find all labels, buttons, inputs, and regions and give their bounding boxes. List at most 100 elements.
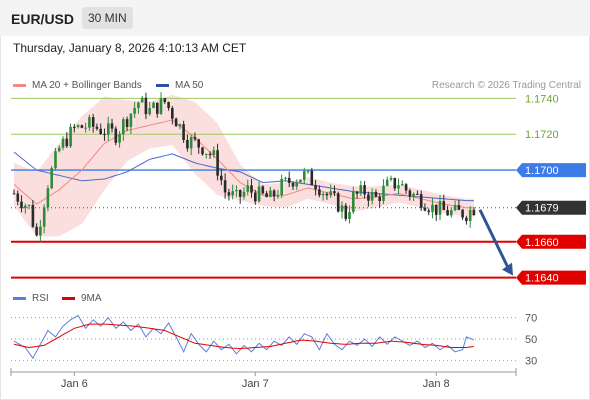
candle-body [261, 186, 265, 194]
candle-body [197, 139, 200, 148]
candle-body [95, 126, 99, 129]
legend-rsi-label: RSI [32, 293, 49, 304]
candle-body [287, 177, 291, 183]
candle-body [450, 210, 453, 216]
rsi-tick-label: 30 [525, 355, 537, 367]
candle-body [336, 193, 340, 212]
candle-body [76, 125, 80, 127]
candle-body [250, 185, 253, 193]
candle-body [220, 175, 223, 181]
candle-body [393, 178, 397, 189]
candle-body [385, 179, 389, 186]
level-tag-bg [516, 200, 586, 215]
candle-body [321, 193, 325, 196]
ma20-swatch [13, 83, 26, 87]
level-tag-bg [516, 234, 586, 249]
candle-body [129, 113, 133, 127]
rsi-9ma-line [13, 323, 474, 350]
candle-body [359, 185, 363, 194]
candle-body [182, 124, 185, 140]
candle-body [374, 192, 378, 197]
credit-text: Research © 2026 Trading Central [431, 80, 581, 91]
forecast-arrow-shaft [478, 209, 510, 269]
candle-body [431, 204, 434, 213]
candle-body [446, 210, 449, 216]
candle-body [438, 201, 442, 215]
x-tick-label: Jan 7 [242, 378, 269, 390]
candle-body [27, 204, 31, 206]
candle-body [348, 212, 351, 219]
candle-body [107, 123, 110, 135]
candle-body [35, 226, 38, 236]
candle-body [99, 128, 102, 134]
candle-body [453, 205, 457, 211]
candle-body [201, 147, 204, 155]
candle-body [208, 153, 212, 156]
candle-body [389, 178, 393, 180]
candles [12, 92, 476, 243]
level-tag-bg [516, 163, 586, 178]
x-tick-label: Jan 8 [423, 378, 450, 390]
candle-body [291, 182, 295, 187]
level-label: 1.1679 [525, 203, 559, 215]
forecast-arrow-head [502, 262, 513, 276]
bollinger-band-area [14, 94, 474, 237]
candle-body [299, 179, 302, 183]
candle-body [401, 184, 404, 186]
candle-body [412, 193, 415, 197]
candle-body [125, 119, 129, 127]
candle-body [231, 191, 234, 196]
candle-body [122, 119, 125, 134]
candle-body [461, 209, 464, 218]
legend-ma20: MA 20 + Bollinger Bands [13, 80, 142, 91]
candle-body [223, 180, 227, 193]
candle-body [397, 185, 400, 189]
candle-body [24, 205, 27, 209]
timestamp: Thursday, January 8, 2026 4:10:13 AM CET [13, 41, 247, 55]
candle-body [378, 196, 381, 201]
candle-body [314, 185, 317, 190]
level-label: 1.1740 [525, 93, 559, 105]
candle-body [103, 134, 106, 135]
rsi-swatch [13, 296, 26, 300]
candle-body [140, 97, 144, 103]
legend-9ma: 9MA [62, 293, 102, 304]
candle-body [238, 190, 242, 197]
candle-body [318, 189, 321, 196]
candle-body [367, 194, 370, 201]
candle-body [340, 205, 344, 212]
candle-body [16, 193, 20, 202]
candle-body [442, 201, 446, 210]
candle-body [205, 153, 208, 155]
candle-body [137, 102, 140, 109]
candle-body [344, 205, 348, 219]
candle-body [352, 191, 355, 213]
candle-body [57, 147, 61, 152]
candle-body [325, 193, 329, 196]
timeframe-badge[interactable]: 30 MIN [82, 7, 133, 29]
candle-body [114, 128, 118, 143]
candle-body [159, 98, 163, 114]
candle-body [156, 102, 159, 114]
candle-body [257, 186, 261, 202]
candle-body [186, 140, 189, 149]
candle-body [61, 138, 65, 148]
candle-body [69, 126, 72, 147]
legend-ma50: MA 50 [156, 80, 203, 91]
candle-body [254, 192, 257, 202]
rsi-line [13, 314, 475, 360]
rsi-tick-label: 50 [525, 334, 537, 346]
candle-body [306, 170, 310, 172]
candle-body [434, 204, 438, 215]
legend-9ma-label: 9MA [81, 293, 102, 304]
candle-body [80, 125, 84, 128]
candle-body [363, 185, 366, 195]
candle-body [423, 207, 427, 211]
candle-body [404, 184, 408, 191]
candle-body [246, 185, 249, 192]
candle-body [110, 123, 114, 129]
candle-body [118, 133, 121, 143]
ma20-line [13, 119, 474, 209]
rsi-tick-label: 70 [525, 313, 537, 325]
